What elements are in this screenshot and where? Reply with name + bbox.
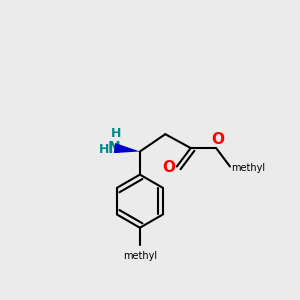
Text: H: H bbox=[110, 127, 121, 140]
Text: O: O bbox=[162, 160, 175, 175]
Text: methyl: methyl bbox=[123, 251, 157, 261]
Text: H: H bbox=[99, 143, 109, 156]
Text: O: O bbox=[211, 132, 224, 147]
Text: N: N bbox=[108, 140, 121, 155]
Polygon shape bbox=[114, 143, 140, 153]
Text: methyl: methyl bbox=[231, 163, 265, 173]
